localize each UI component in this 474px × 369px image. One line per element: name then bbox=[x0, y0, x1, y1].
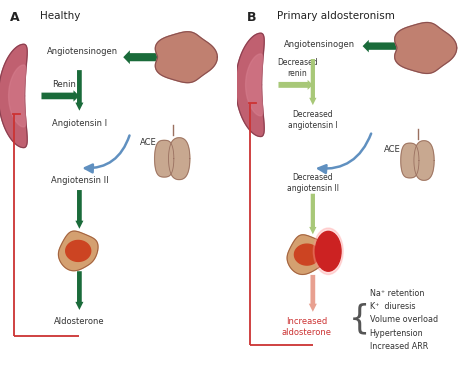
Text: Angiotensinogen: Angiotensinogen bbox=[284, 40, 356, 49]
Circle shape bbox=[313, 228, 343, 275]
Text: A: A bbox=[9, 11, 19, 24]
Polygon shape bbox=[155, 32, 217, 83]
Text: Hypertension: Hypertension bbox=[370, 329, 423, 338]
Polygon shape bbox=[123, 50, 161, 64]
Polygon shape bbox=[414, 141, 434, 180]
Polygon shape bbox=[0, 44, 27, 148]
Polygon shape bbox=[279, 80, 313, 90]
Polygon shape bbox=[41, 90, 80, 101]
Text: Angiotensin I: Angiotensin I bbox=[52, 119, 107, 128]
Text: ACE: ACE bbox=[384, 145, 401, 154]
Polygon shape bbox=[246, 54, 263, 116]
Text: Decreased
renin: Decreased renin bbox=[277, 58, 318, 78]
Text: Decreased
angiotensin I: Decreased angiotensin I bbox=[288, 110, 337, 130]
Text: Angiotensin II: Angiotensin II bbox=[51, 176, 108, 185]
Text: Healthy: Healthy bbox=[40, 11, 81, 21]
Polygon shape bbox=[401, 143, 419, 178]
Polygon shape bbox=[9, 65, 26, 127]
Polygon shape bbox=[287, 235, 327, 275]
Text: Aldosterone: Aldosterone bbox=[54, 317, 105, 325]
Text: Increased ARR: Increased ARR bbox=[370, 342, 428, 351]
Text: Primary aldosteronism: Primary aldosteronism bbox=[277, 11, 395, 21]
Polygon shape bbox=[309, 59, 317, 105]
Polygon shape bbox=[294, 244, 319, 265]
Text: ACE: ACE bbox=[140, 138, 156, 146]
Text: Renin: Renin bbox=[52, 80, 76, 89]
Polygon shape bbox=[66, 241, 91, 261]
Polygon shape bbox=[75, 271, 83, 310]
Text: Angiotensinogen: Angiotensinogen bbox=[47, 47, 118, 56]
Circle shape bbox=[316, 231, 341, 271]
Text: Volume overload: Volume overload bbox=[370, 315, 438, 324]
Polygon shape bbox=[395, 23, 456, 73]
Text: {: { bbox=[348, 303, 370, 336]
Polygon shape bbox=[58, 231, 98, 271]
Polygon shape bbox=[309, 194, 317, 234]
Polygon shape bbox=[155, 140, 174, 177]
Text: Na⁺ retention: Na⁺ retention bbox=[370, 289, 424, 298]
Polygon shape bbox=[309, 275, 317, 312]
Text: Decreased
angiotensin II: Decreased angiotensin II bbox=[287, 173, 339, 193]
Text: K⁺  diuresis: K⁺ diuresis bbox=[370, 302, 415, 311]
Polygon shape bbox=[75, 70, 83, 111]
Polygon shape bbox=[363, 40, 401, 52]
Text: B: B bbox=[246, 11, 256, 24]
Polygon shape bbox=[236, 33, 264, 137]
Text: Increased
aldosterone: Increased aldosterone bbox=[282, 317, 332, 337]
Polygon shape bbox=[169, 138, 190, 180]
Polygon shape bbox=[75, 190, 83, 229]
